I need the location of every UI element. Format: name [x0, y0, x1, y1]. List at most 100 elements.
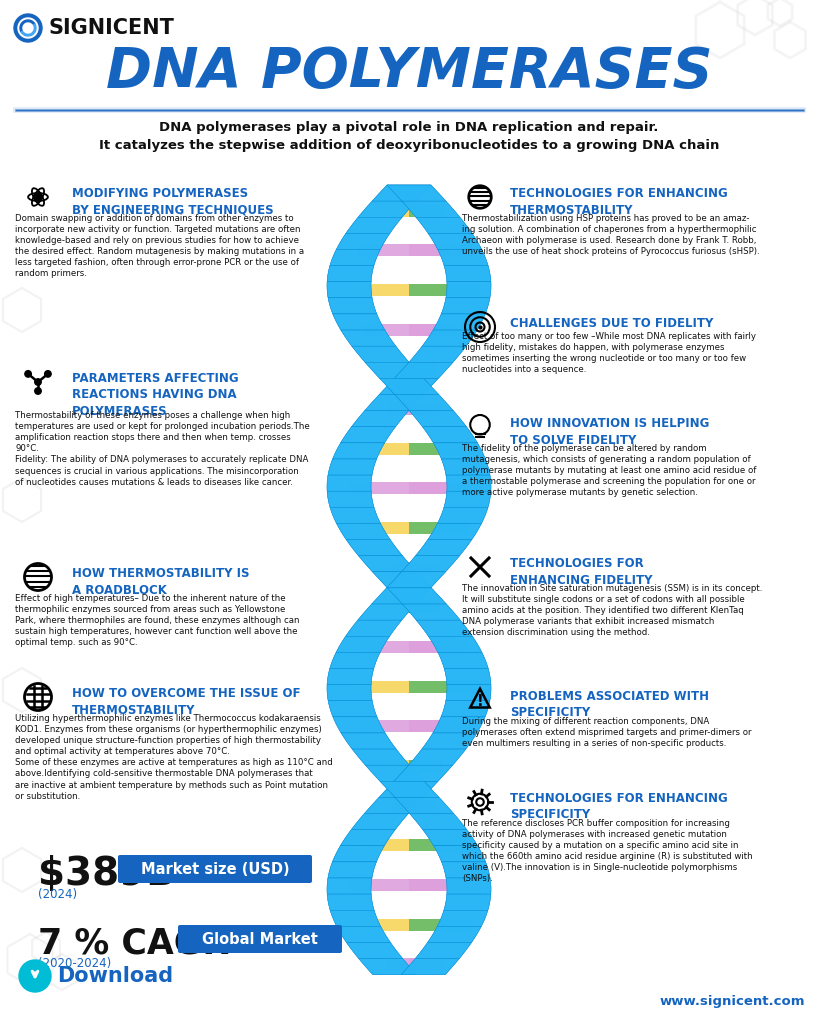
Polygon shape [327, 282, 372, 298]
Polygon shape [387, 185, 446, 201]
Polygon shape [433, 314, 485, 330]
Polygon shape [444, 492, 491, 507]
Polygon shape [341, 330, 396, 346]
Polygon shape [401, 958, 459, 975]
Polygon shape [358, 919, 460, 931]
Polygon shape [444, 492, 491, 507]
Polygon shape [349, 879, 468, 891]
Polygon shape [346, 540, 402, 556]
Polygon shape [341, 427, 396, 442]
Polygon shape [423, 427, 477, 442]
Polygon shape [333, 717, 385, 733]
Polygon shape [391, 601, 428, 613]
Polygon shape [409, 840, 468, 851]
Text: (2020-2024): (2020-2024) [38, 957, 111, 970]
Polygon shape [351, 813, 409, 829]
Polygon shape [372, 588, 431, 604]
Polygon shape [346, 942, 403, 958]
Polygon shape [444, 265, 491, 282]
Polygon shape [327, 265, 374, 282]
Polygon shape [444, 265, 491, 282]
Polygon shape [433, 314, 485, 330]
Polygon shape [328, 700, 377, 717]
Polygon shape [333, 314, 385, 330]
Text: www.signicent.com: www.signicent.com [659, 995, 805, 1008]
Text: TECHNOLOGIES FOR
ENHANCING FIDELITY: TECHNOLOGIES FOR ENHANCING FIDELITY [510, 557, 653, 587]
Polygon shape [433, 442, 486, 459]
Polygon shape [428, 927, 482, 942]
Polygon shape [415, 540, 472, 556]
Polygon shape [441, 862, 490, 878]
Polygon shape [328, 459, 377, 475]
Polygon shape [444, 669, 491, 685]
Polygon shape [346, 621, 402, 636]
Text: SIGNICENT: SIGNICENT [48, 18, 174, 38]
Polygon shape [358, 604, 416, 621]
Polygon shape [346, 621, 402, 636]
Polygon shape [352, 750, 410, 765]
Polygon shape [364, 394, 423, 411]
Polygon shape [441, 700, 490, 717]
Polygon shape [359, 958, 417, 975]
Polygon shape [328, 862, 377, 878]
Text: MODIFYING POLYMERASES
BY ENGINEERING TECHNIQUES: MODIFYING POLYMERASES BY ENGINEERING TEC… [72, 187, 274, 216]
Text: PARAMETERS AFFECTING
REACTIONS HAVING DNA
POLYMERASES: PARAMETERS AFFECTING REACTIONS HAVING DN… [72, 372, 238, 418]
Polygon shape [402, 604, 460, 621]
Polygon shape [428, 233, 482, 250]
Text: TECHNOLOGIES FOR ENHANCING
SPECIFICITY: TECHNOLOGIES FOR ENHANCING SPECIFICITY [510, 792, 728, 821]
Text: $389B: $389B [38, 855, 176, 893]
Polygon shape [409, 641, 469, 653]
Polygon shape [438, 652, 488, 669]
Polygon shape [437, 250, 488, 265]
Polygon shape [409, 284, 481, 296]
Polygon shape [394, 362, 453, 379]
Polygon shape [328, 700, 377, 717]
Polygon shape [373, 571, 432, 588]
Polygon shape [422, 733, 477, 750]
Polygon shape [446, 282, 491, 298]
Text: HOW TO OVERCOME THE ISSUE OF
THERMOSTABILITY: HOW TO OVERCOME THE ISSUE OF THERMOSTABI… [72, 687, 301, 717]
Polygon shape [433, 717, 485, 733]
Polygon shape [358, 201, 416, 217]
Polygon shape [387, 571, 446, 588]
Polygon shape [444, 669, 491, 685]
Polygon shape [446, 685, 491, 700]
FancyBboxPatch shape [178, 925, 342, 953]
Polygon shape [441, 459, 490, 475]
Polygon shape [416, 621, 473, 636]
Polygon shape [359, 556, 416, 571]
Polygon shape [341, 427, 396, 442]
Polygon shape [363, 840, 455, 851]
Polygon shape [327, 475, 372, 492]
Polygon shape [346, 217, 402, 233]
Polygon shape [409, 720, 471, 732]
Polygon shape [341, 733, 396, 750]
Polygon shape [341, 829, 396, 846]
Polygon shape [327, 475, 372, 492]
Polygon shape [361, 522, 457, 534]
Polygon shape [444, 894, 491, 910]
Polygon shape [330, 250, 380, 265]
Polygon shape [416, 621, 473, 636]
Circle shape [25, 371, 31, 377]
Polygon shape [433, 717, 485, 733]
Polygon shape [327, 282, 372, 298]
Polygon shape [346, 217, 402, 233]
Polygon shape [446, 878, 491, 894]
Polygon shape [364, 798, 423, 813]
Polygon shape [446, 878, 491, 894]
Polygon shape [422, 330, 477, 346]
Polygon shape [327, 894, 374, 910]
Polygon shape [333, 442, 385, 459]
Circle shape [18, 18, 38, 38]
Circle shape [45, 371, 51, 377]
Polygon shape [328, 459, 377, 475]
Polygon shape [402, 604, 460, 621]
Polygon shape [387, 571, 446, 588]
Polygon shape [352, 346, 409, 362]
Polygon shape [387, 588, 446, 604]
Polygon shape [415, 942, 472, 958]
Polygon shape [352, 346, 409, 362]
Polygon shape [363, 324, 455, 336]
Polygon shape [401, 958, 459, 975]
